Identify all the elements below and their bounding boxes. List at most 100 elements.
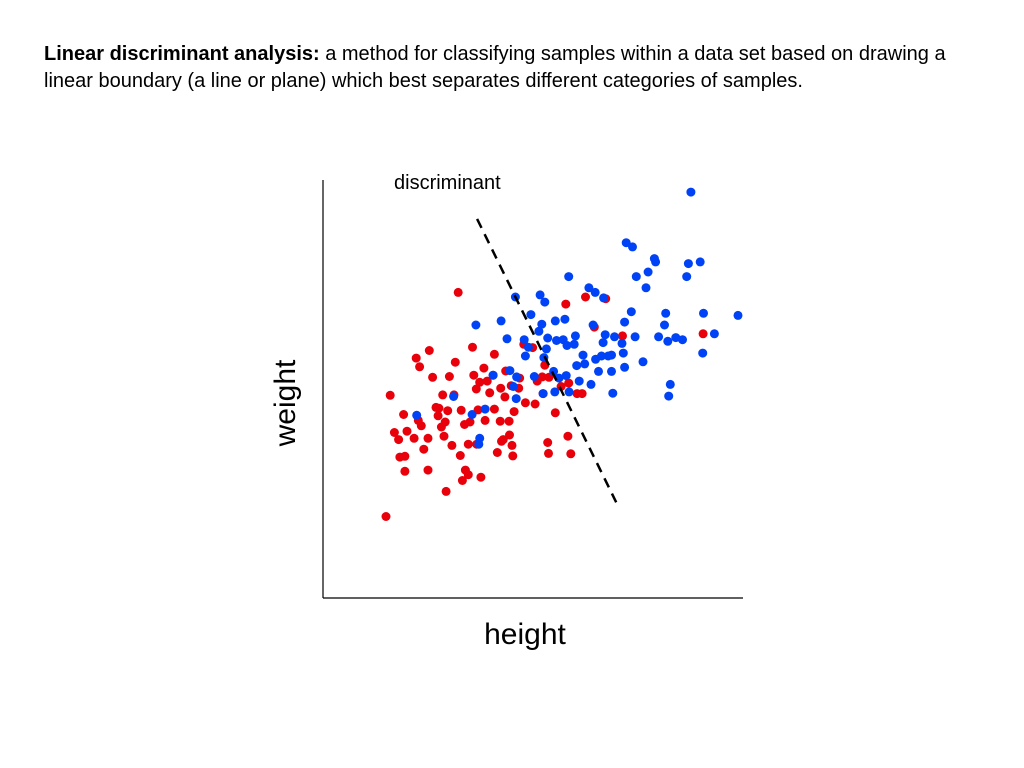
- data-point: [520, 351, 530, 361]
- x-axis-label: height: [484, 618, 566, 651]
- data-point: [480, 404, 490, 414]
- data-point: [577, 389, 587, 399]
- data-point: [578, 350, 588, 360]
- data-point: [447, 440, 457, 450]
- data-point: [683, 259, 693, 269]
- data-point: [538, 389, 548, 399]
- data-point: [569, 339, 579, 349]
- data-point: [620, 317, 630, 327]
- data-point: [563, 431, 573, 441]
- data-point: [496, 383, 506, 393]
- data-point: [529, 372, 539, 381]
- data-point: [399, 410, 409, 419]
- data-point: [496, 316, 506, 326]
- data-point: [550, 408, 560, 418]
- data-point: [610, 332, 619, 342]
- data-point: [607, 366, 616, 376]
- data-point: [618, 348, 628, 358]
- data-point: [530, 399, 540, 409]
- data-point: [488, 370, 498, 380]
- data-point: [455, 451, 465, 460]
- data-point: [434, 403, 444, 413]
- data-point: [508, 382, 518, 391]
- data-point: [664, 391, 674, 401]
- data-point: [443, 406, 453, 416]
- data-point: [654, 332, 664, 342]
- data-point: [504, 416, 514, 426]
- data-point: [584, 283, 594, 293]
- data-point: [643, 267, 653, 277]
- data-point: [554, 373, 564, 383]
- data-point: [457, 476, 467, 485]
- data-point: [617, 338, 627, 348]
- data-point: [561, 371, 571, 381]
- data-point: [423, 465, 433, 475]
- data-point: [526, 310, 536, 320]
- data-point: [618, 331, 627, 341]
- data-point: [570, 331, 580, 341]
- definition-paragraph: Linear discriminant analysis: a method f…: [44, 41, 974, 95]
- data-point: [480, 415, 490, 425]
- data-point: [520, 398, 530, 408]
- data-point: [699, 308, 708, 318]
- data-point: [556, 382, 566, 391]
- data-point: [400, 466, 410, 476]
- data-point: [400, 451, 410, 461]
- data-point: [416, 421, 426, 431]
- data-point: [419, 444, 429, 454]
- data-point: [665, 379, 675, 389]
- data-point: [630, 332, 640, 342]
- data-point: [505, 366, 515, 376]
- data-point: [564, 387, 574, 397]
- data-point: [381, 512, 391, 521]
- data-point: [450, 357, 460, 367]
- data-point: [500, 392, 510, 402]
- data-point: [467, 410, 477, 419]
- data-point: [651, 257, 661, 267]
- data-point: [412, 410, 422, 420]
- data-point: [433, 411, 443, 421]
- data-point: [512, 372, 522, 382]
- data-point: [511, 394, 521, 404]
- discriminant-line: [475, 218, 618, 503]
- data-point: [544, 448, 553, 458]
- data-point: [698, 348, 708, 358]
- data-point: [588, 320, 598, 330]
- data-point: [475, 377, 485, 387]
- data-point: [541, 344, 551, 354]
- data-point: [474, 439, 484, 449]
- data-point: [485, 388, 495, 398]
- data-point: [453, 287, 463, 297]
- data-point: [471, 320, 481, 330]
- data-point: [558, 335, 568, 345]
- definition-term: Linear discriminant analysis:: [44, 43, 320, 65]
- data-point: [423, 433, 433, 443]
- data-point: [465, 417, 475, 427]
- data-point: [600, 330, 610, 340]
- data-point: [468, 342, 477, 352]
- data-point: [471, 384, 481, 394]
- data-point: [581, 292, 590, 302]
- definition-text: a method for classifying samples within …: [44, 43, 946, 92]
- data-point: [415, 362, 425, 372]
- data-point: [456, 405, 466, 415]
- data-point: [698, 329, 708, 339]
- data-point: [535, 290, 545, 300]
- data-point: [543, 438, 553, 447]
- data-point: [682, 272, 692, 282]
- data-point: [469, 370, 479, 380]
- data-point: [440, 417, 450, 427]
- data-point: [463, 439, 473, 449]
- data-point: [572, 361, 582, 371]
- data-point: [552, 336, 561, 345]
- data-point: [424, 346, 434, 355]
- data-point: [441, 486, 451, 496]
- data-point: [502, 334, 512, 344]
- data-point: [534, 326, 544, 336]
- data-point: [620, 362, 630, 372]
- data-point: [482, 376, 492, 386]
- data-point: [663, 336, 673, 346]
- data-point: [607, 350, 616, 360]
- data-point: [428, 372, 438, 382]
- data-point: [540, 297, 550, 307]
